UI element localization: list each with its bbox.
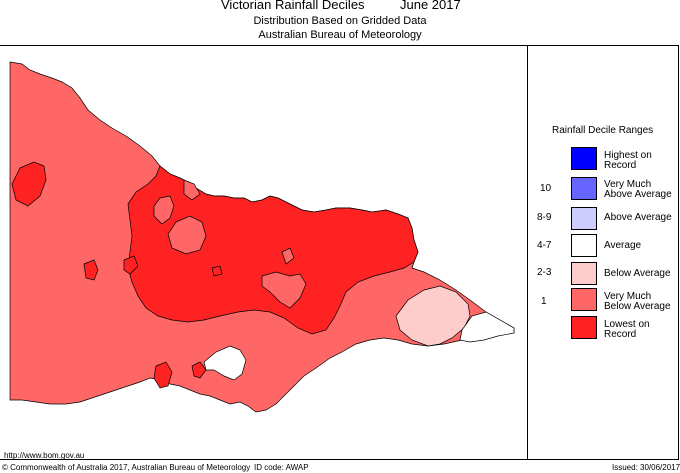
region-island-vmba-5 [183, 179, 201, 201]
legend-swatch-highest [571, 147, 597, 170]
panel-divider [527, 45, 528, 460]
legend-label-above: Above Average [604, 212, 672, 223]
legend-range-1: 1 [541, 296, 547, 307]
legend-swatch-average [571, 234, 597, 257]
region-island-vmba-4 [281, 247, 295, 265]
region-island-vmba-3 [261, 271, 307, 309]
footer-url: http://www.bom.gov.au [4, 451, 85, 460]
region-island-vmba-2 [167, 215, 207, 255]
legend-range-10: 10 [540, 183, 552, 194]
legend-label-very-much-above: Very Much Above Average [604, 179, 672, 200]
legend-range-4-7: 4-7 [537, 240, 552, 251]
region-lowest-south-2 [191, 361, 207, 379]
legend-swatch-below [571, 262, 597, 285]
map-source: Australian Bureau of Meteorology [258, 29, 422, 41]
map-subtitle: Distribution Based on Gridded Data [253, 15, 427, 27]
region-lowest-on-record [127, 165, 419, 335]
map-frame [0, 45, 679, 460]
legend-label-below: Below Average [604, 268, 671, 279]
region-lowest-west-2 [83, 259, 99, 281]
footer-id-code: ID code: AWAP [254, 463, 309, 472]
legend-range-2-3: 2-3 [537, 267, 552, 278]
region-lowest-south-1 [153, 361, 173, 389]
legend-swatch-very-much-above [571, 177, 597, 200]
map-title: Victorian Rainfall Deciles [221, 0, 365, 12]
legend-label-lowest: Lowest on Record [604, 319, 650, 340]
legend-label-very-much-below: Very Much Below Average [604, 291, 671, 312]
legend-swatch-lowest [571, 316, 597, 339]
region-lowest-west-3 [123, 255, 139, 275]
region-lowest-west-4 [211, 265, 223, 277]
legend-title: Rainfall Decile Ranges [552, 125, 654, 136]
region-lowest-west-1 [11, 161, 47, 207]
port-phillip-bay [203, 345, 247, 381]
region-below-average [395, 285, 471, 347]
map-date: June 2017 [400, 0, 461, 12]
footer-copyright: © Commonwealth of Australia 2017, Austra… [2, 463, 251, 472]
legend-swatch-very-much-below [571, 288, 597, 311]
victoria-decile-map [9, 61, 515, 413]
legend-range-8-9: 8-9 [537, 212, 552, 223]
legend-label-average: Average [604, 240, 642, 251]
region-average [459, 311, 515, 343]
region-island-vmba-1 [153, 195, 175, 225]
legend-label-highest: Highest on Record [604, 150, 652, 171]
footer-issued: Issued: 30/06/2017 [612, 463, 680, 472]
legend-swatch-above [571, 207, 597, 230]
